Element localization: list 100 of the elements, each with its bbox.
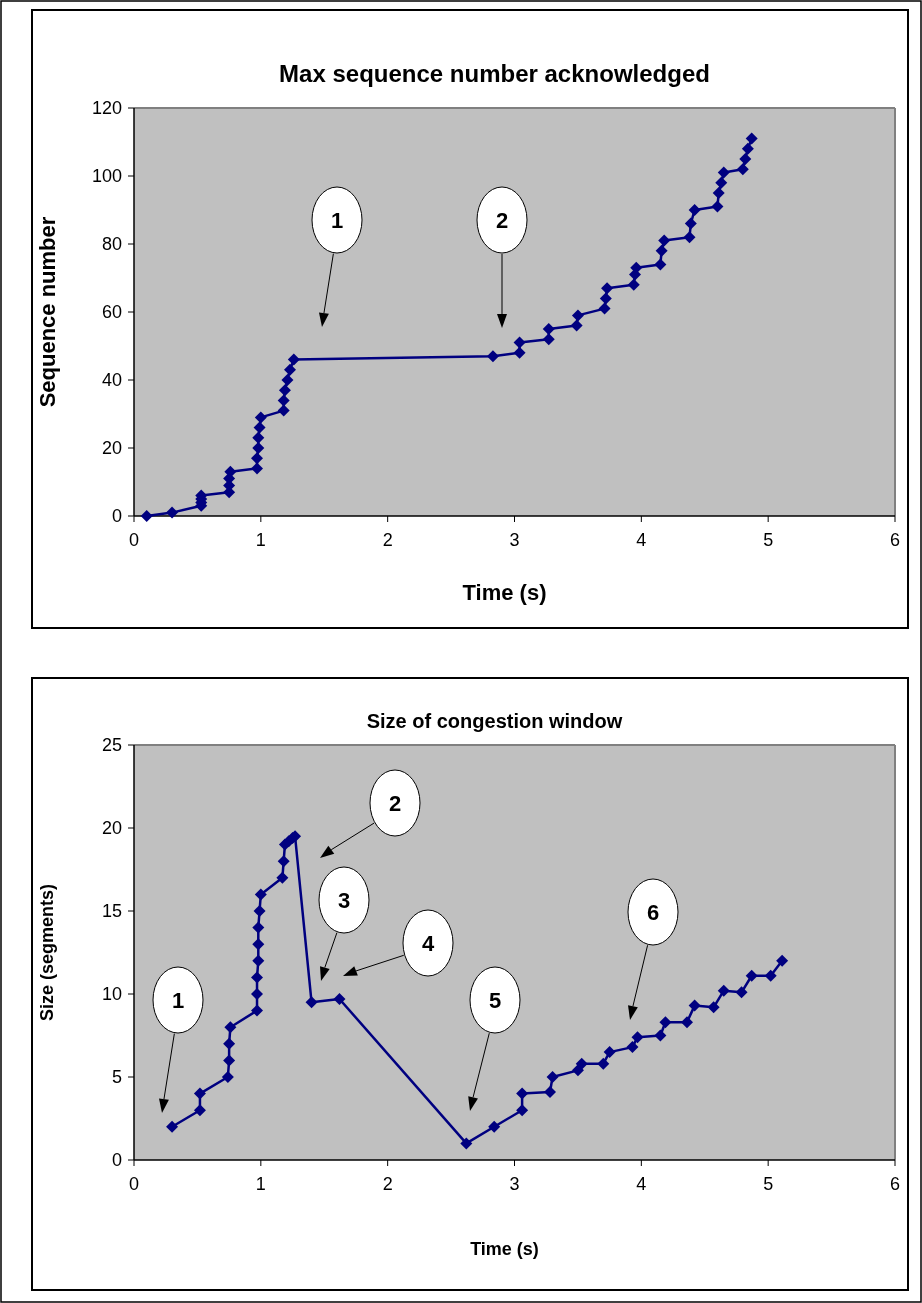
- y-tick-label: 80: [101, 234, 122, 254]
- annotation: 1: [330, 208, 344, 233]
- point: [333, 992, 346, 1005]
- point: [542, 333, 555, 346]
- point: [627, 278, 640, 291]
- x-tick-label: 6: [889, 1174, 901, 1194]
- x-tick-label: 1: [255, 530, 266, 550]
- annotation: 2: [495, 208, 509, 233]
- x-tick-label: 1: [255, 1174, 266, 1194]
- point: [745, 132, 758, 145]
- y-tick-label: 15: [101, 901, 122, 921]
- chart-title: Max sequence number acknowledged: [279, 60, 710, 87]
- annotation: 1: [171, 988, 185, 1013]
- point: [516, 1104, 529, 1117]
- point: [221, 1071, 234, 1083]
- point: [739, 153, 752, 165]
- y-tick-label: 5: [111, 1067, 122, 1087]
- point: [571, 1064, 584, 1077]
- y-tick-label: 25: [101, 735, 122, 755]
- point: [277, 394, 290, 407]
- point: [598, 302, 611, 315]
- y-tick-label: 0: [111, 506, 122, 526]
- point: [513, 346, 526, 359]
- point: [542, 323, 555, 335]
- point: [193, 1104, 206, 1117]
- point: [252, 938, 265, 951]
- point: [603, 1046, 616, 1059]
- point: [571, 309, 584, 322]
- point: [597, 1057, 610, 1070]
- point: [251, 462, 264, 475]
- point: [659, 1016, 672, 1029]
- annotation: 4: [421, 931, 435, 956]
- point: [688, 999, 701, 1012]
- point: [570, 319, 583, 332]
- x-tick-label: 0: [128, 1174, 140, 1194]
- point: [654, 1029, 667, 1042]
- point: [516, 1087, 529, 1100]
- point: [252, 431, 265, 444]
- point: [252, 921, 265, 934]
- point: [166, 506, 179, 519]
- point: [683, 231, 696, 244]
- point: [655, 244, 668, 257]
- y-axis-title: Sequence number: [35, 216, 60, 408]
- y-tick-label: 0: [111, 1150, 122, 1170]
- y-tick-label: 20: [101, 438, 122, 458]
- point: [599, 292, 612, 305]
- point: [253, 421, 266, 434]
- annotation: 5: [488, 988, 502, 1013]
- y-axis-title: Size (segments): [37, 883, 57, 1022]
- point: [251, 988, 264, 1000]
- y-tick-label: 120: [91, 98, 122, 118]
- point: [284, 363, 297, 376]
- point: [764, 969, 777, 982]
- y-tick-label: 20: [101, 818, 122, 838]
- point: [712, 187, 725, 199]
- point: [223, 1037, 236, 1050]
- point: [601, 282, 614, 295]
- point: [735, 986, 748, 999]
- point: [251, 971, 264, 984]
- point: [281, 374, 294, 386]
- y-tick-label: 100: [91, 166, 122, 186]
- x-tick-label: 2: [382, 1174, 393, 1194]
- point: [277, 855, 290, 868]
- y-tick-label: 40: [101, 370, 122, 390]
- point: [776, 954, 789, 967]
- x-tick-label: 2: [382, 530, 393, 550]
- y-tick-label: 10: [101, 984, 122, 1004]
- point: [745, 969, 758, 982]
- point: [631, 1031, 644, 1044]
- chart-title: Size of congestion window: [366, 710, 623, 732]
- x-tick-label: 3: [509, 1174, 520, 1194]
- point: [223, 1054, 236, 1067]
- point: [486, 350, 499, 363]
- point: [251, 1004, 264, 1017]
- annotation: 6: [646, 900, 660, 925]
- point: [546, 1071, 559, 1083]
- point: [711, 200, 724, 213]
- point: [707, 1001, 720, 1014]
- point: [513, 336, 526, 349]
- point: [287, 353, 300, 366]
- point: [715, 176, 728, 189]
- point: [741, 142, 754, 155]
- point: [254, 411, 267, 424]
- point: [252, 442, 265, 454]
- x-tick-label: 3: [509, 530, 520, 550]
- point: [684, 217, 697, 230]
- point: [575, 1057, 588, 1070]
- point: [544, 1085, 557, 1098]
- x-tick-label: 4: [636, 1174, 647, 1194]
- x-tick-label: 0: [128, 530, 140, 550]
- point: [277, 404, 290, 417]
- point: [193, 1087, 206, 1100]
- point: [460, 1137, 473, 1150]
- y-tick-label: 60: [101, 302, 122, 322]
- point: [253, 905, 266, 917]
- point: [626, 1041, 639, 1054]
- point: [654, 258, 667, 271]
- x-tick-label: 6: [889, 530, 901, 550]
- point: [278, 384, 291, 397]
- x-axis-title: Time (s): [470, 1239, 539, 1259]
